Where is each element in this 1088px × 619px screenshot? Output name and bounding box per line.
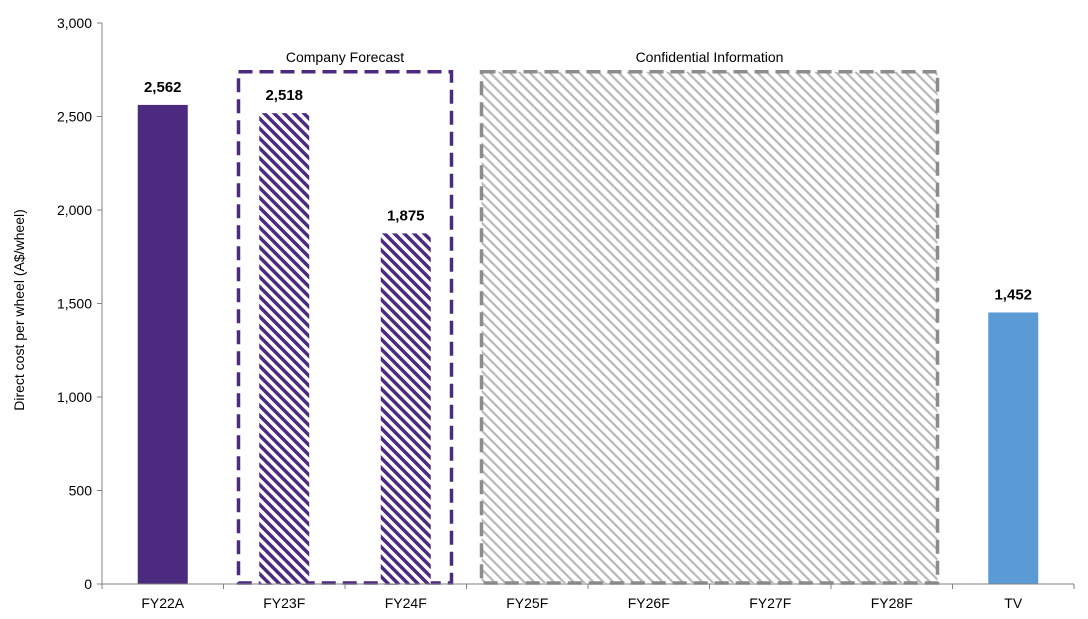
confidential-box	[479, 70, 940, 585]
bar-fy23f	[259, 113, 310, 584]
annotation-layer: Company Forecast Confidential Information	[236, 49, 940, 585]
company-forecast-label: Company Forecast	[286, 49, 404, 65]
bars-layer: 2,562 2,518 1,875 1,452	[137, 79, 1039, 584]
data-label-fy24f: 1,875	[387, 207, 425, 224]
data-label-tv: 1,452	[994, 286, 1032, 303]
x-tick-label-fy24f: FY24F	[385, 595, 427, 611]
x-tick-label-tv: TV	[1004, 595, 1023, 611]
y-tick-label: 0	[84, 576, 92, 592]
x-tick-label-fy23f: FY23F	[263, 595, 305, 611]
y-tick-label: 500	[69, 483, 93, 499]
bar-fy22a	[137, 104, 188, 584]
company-forecast-box	[236, 70, 454, 585]
data-label-fy23f: 2,518	[265, 87, 303, 104]
bar-tv	[988, 312, 1039, 584]
y-tick-label: 2,500	[57, 109, 92, 125]
confidential-label: Confidential Information	[636, 49, 784, 65]
bar-fy24f	[380, 233, 431, 584]
x-tick-label-fy27f: FY27F	[749, 595, 791, 611]
y-tick-label: 2,000	[57, 202, 92, 218]
x-tick-label-fy25f: FY25F	[506, 595, 548, 611]
y-axis-label: Direct cost per wheel (A$/wheel)	[11, 209, 27, 411]
data-label-fy22a: 2,562	[144, 79, 182, 96]
y-tick-label: 3,000	[57, 15, 92, 31]
y-tick-label: 1,500	[57, 296, 92, 312]
axes-layer: 0 500 1,000 1,500 2,000 2,500 3,000 FY22A FY23F F…	[57, 15, 1075, 611]
x-tick-label-fy26f: FY26F	[628, 595, 670, 611]
x-tick-label-fy28f: FY28F	[871, 595, 913, 611]
y-tick-label: 1,000	[57, 389, 92, 405]
x-tick-label-fy22a: FY22A	[141, 595, 184, 611]
